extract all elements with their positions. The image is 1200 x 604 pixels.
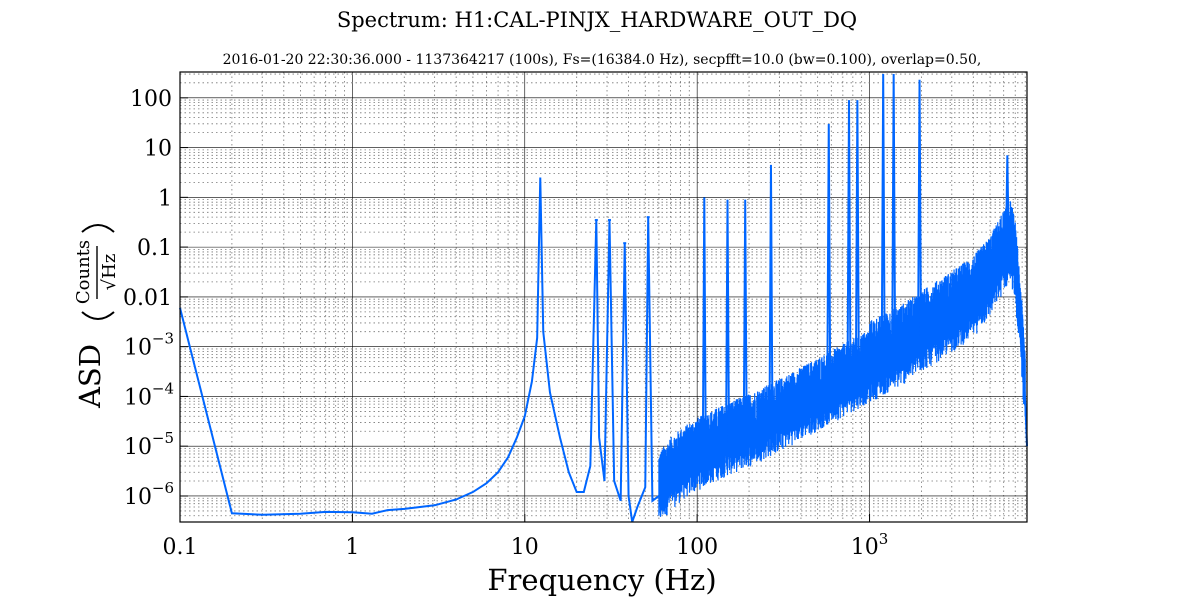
spectral-line-peak (742, 199, 748, 440)
spectral-line-peak (768, 164, 774, 427)
spectral-line-peak (846, 100, 852, 385)
y-tick-exponent: −5 (152, 429, 174, 447)
spectral-line-peak (854, 100, 860, 380)
y-tick-label: 0.1 (137, 236, 172, 261)
y-tick-exponent: −6 (152, 479, 174, 497)
spectral-line-peak (826, 123, 832, 396)
x-tick-label: 1 (345, 535, 359, 560)
x-tick-label: 103 (851, 530, 889, 560)
x-tick-label: 10 (511, 535, 539, 560)
y-tick-exponent: −3 (152, 330, 174, 348)
x-axis-label: Frequency (Hz) (487, 563, 716, 597)
y-tick-label: 10 (124, 435, 152, 460)
chart-title: Spectrum: H1:CAL-PINJX_HARDWARE_OUT_DQ (337, 8, 857, 32)
y-axis-label-right-paren (81, 224, 115, 233)
y-tick-label: 100 (130, 87, 172, 112)
y-axis-label-left-paren (81, 311, 115, 320)
y-tick-exponent: −4 (152, 379, 174, 397)
chart-subtitle: 2016-01-20 22:30:36.000 - 1137364217 (10… (223, 52, 982, 68)
asd-trace (179, 74, 1028, 523)
y-tick-label: 10 (124, 485, 152, 510)
spectral-line-peak (917, 79, 923, 345)
x-tick-label: 0.1 (163, 535, 198, 560)
y-axis-label-denominator: √Hz (99, 254, 120, 291)
y-tick-label: 10 (144, 137, 172, 162)
asd-noise-band (658, 201, 1026, 517)
spectral-line-peak (701, 197, 707, 458)
spectral-line-peak (1004, 155, 1010, 257)
x-tick-label: 100 (676, 535, 718, 560)
spectral-line-peak (891, 74, 897, 361)
y-tick-label: 0.01 (123, 286, 172, 311)
grid (179, 72, 1027, 523)
y-tick-label: 10 (124, 336, 152, 361)
y-axis-label-prefix: ASD (73, 344, 107, 409)
y-axis-label: ASD Counts √Hz (73, 224, 120, 409)
y-tick-label: 10 (124, 385, 152, 410)
spectral-line-peak (725, 199, 731, 447)
y-axis-label-numerator: Counts (73, 240, 94, 304)
spectral-line-peak (880, 74, 886, 366)
y-tick-label: 1 (158, 186, 172, 211)
